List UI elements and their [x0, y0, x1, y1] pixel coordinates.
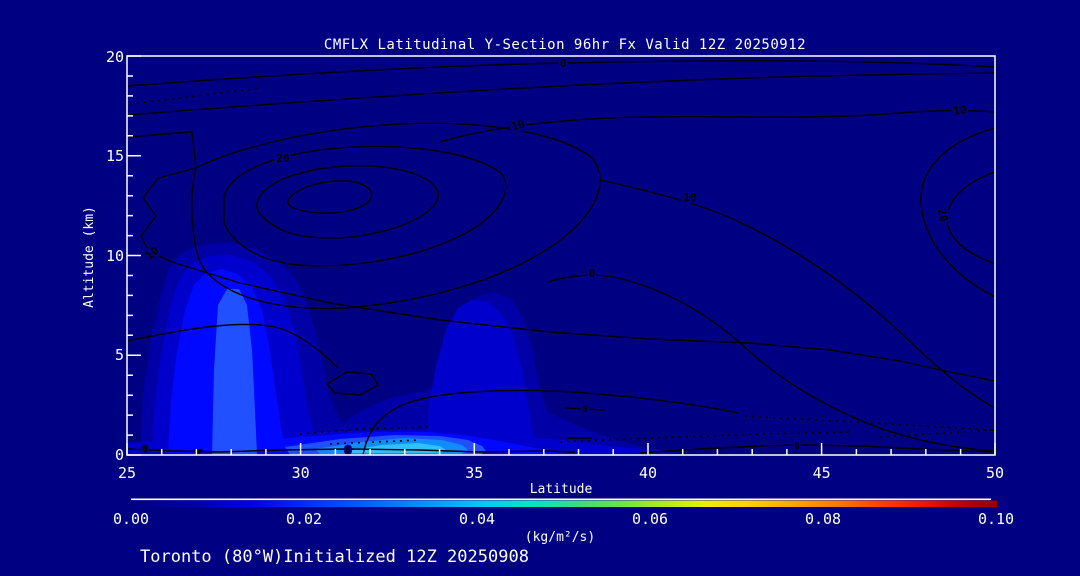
contour-label: 0: [345, 446, 350, 456]
x-major-ticks: [126, 443, 996, 455]
chart-title: CMFLX Latitudinal Y-Section 96hr Fx Vali…: [324, 37, 806, 53]
colorbar-tick-label: 0.04: [459, 510, 495, 528]
contour-label: 0: [589, 267, 596, 280]
contour-lines: [127, 60, 995, 455]
colorbar-tick-label: 0.08: [805, 510, 841, 528]
contour-label: 10: [683, 191, 696, 204]
x-tick-label: 35: [465, 464, 483, 482]
colorbar-gradient: [131, 500, 997, 507]
y-tick-label: 20: [106, 48, 124, 66]
y-axis-tick-labels: 20 15 10 5 0: [106, 48, 124, 464]
y-minor-ticks: [127, 75, 133, 436]
colorbar-tick-label: 0.02: [286, 510, 322, 528]
init-info-footer: Toronto (80°W)Initialized 12Z 20250908: [140, 547, 529, 567]
contour-label: 0: [582, 405, 587, 415]
contour-label: 10: [510, 117, 526, 133]
x-tick-label: 40: [639, 464, 657, 482]
contour-label: 0: [794, 442, 799, 452]
colorbar-tick-label: 0.10: [978, 510, 1014, 528]
colorbar-tick-label: 0.06: [632, 510, 668, 528]
y-axis-title: Altitude (km): [82, 206, 97, 308]
x-axis-title: Latitude: [530, 482, 593, 497]
colorbar-tick-label: 0.00: [113, 510, 149, 528]
colorbar-top-line: [131, 498, 991, 501]
contour-label: 0: [560, 57, 567, 70]
colorbar-units-label: (kg/m²/s): [525, 530, 595, 545]
y-major-ticks: [127, 55, 141, 456]
x-tick-label: 25: [118, 464, 136, 482]
y-tick-label: 5: [115, 346, 124, 364]
contour-label: 20: [276, 152, 289, 165]
y-tick-label: 10: [106, 247, 124, 265]
y-tick-label: 15: [106, 147, 124, 165]
y-tick-label: 0: [115, 446, 124, 464]
x-tick-label: 30: [292, 464, 310, 482]
x-tick-label: 45: [813, 464, 831, 482]
x-tick-label: 50: [986, 464, 1004, 482]
contour-label: 10: [953, 103, 968, 118]
x-axis-tick-labels: 25 30 35 40 45 50: [118, 464, 1004, 482]
surface-marker-triangle-icon: [193, 449, 203, 455]
colorbar: 0.00 0.02 0.04 0.06 0.08 0.10 (kg/m²/s): [113, 498, 1014, 545]
x-minor-ticks: [160, 449, 962, 455]
contour-label: 20: [935, 207, 950, 223]
contour-label: 0: [142, 445, 147, 455]
